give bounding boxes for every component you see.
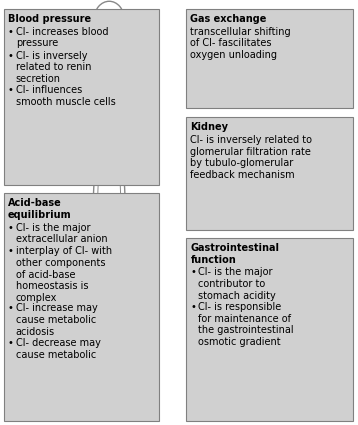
FancyBboxPatch shape	[4, 8, 159, 185]
Text: •: •	[8, 27, 14, 37]
Text: transcellular shifting
of Cl- fascilitates
oxygen unloading: transcellular shifting of Cl- fascilitat…	[190, 27, 291, 60]
Text: Blood pressure: Blood pressure	[8, 14, 91, 24]
Text: Acid-base
equilibrium: Acid-base equilibrium	[8, 198, 72, 220]
Text: Cl- is responsible
for maintenance of
the gastrointestinal
osmotic gradient: Cl- is responsible for maintenance of th…	[198, 302, 294, 347]
Text: •: •	[8, 303, 14, 314]
Text: •: •	[8, 51, 14, 61]
Text: Cl- increase may
cause metabolic
acidosis: Cl- increase may cause metabolic acidosi…	[16, 303, 97, 337]
Text: Cl- is inversely related to
glomerular filtration rate
by tubulo-glomerular
feed: Cl- is inversely related to glomerular f…	[190, 135, 313, 180]
Text: Cl- is the major
extracellular anion: Cl- is the major extracellular anion	[16, 223, 107, 244]
Text: interplay of Cl- with
other components
of acid-base
homeostasis is
complex: interplay of Cl- with other components o…	[16, 246, 112, 303]
Text: Gastrointestinal
function: Gastrointestinal function	[190, 243, 280, 265]
FancyBboxPatch shape	[4, 193, 159, 421]
Text: Cl- is the major
contributor to
stomach acidity: Cl- is the major contributor to stomach …	[198, 267, 276, 300]
Text: Cl- decrease may
cause metabolic: Cl- decrease may cause metabolic	[16, 338, 101, 360]
FancyBboxPatch shape	[186, 117, 353, 230]
Text: •: •	[8, 338, 14, 348]
Text: •: •	[190, 267, 196, 278]
Text: Cl- is inversely
related to renin
secretion: Cl- is inversely related to renin secret…	[16, 51, 91, 84]
Text: •: •	[190, 302, 196, 312]
Text: •: •	[8, 85, 14, 96]
Text: Cl- increases blood
pressure: Cl- increases blood pressure	[16, 27, 108, 48]
Text: Kidney: Kidney	[190, 122, 228, 132]
FancyBboxPatch shape	[186, 8, 353, 108]
Text: •: •	[8, 223, 14, 233]
FancyBboxPatch shape	[186, 238, 353, 421]
Text: Cl- influences
smooth muscle cells: Cl- influences smooth muscle cells	[16, 85, 116, 107]
Text: •: •	[8, 246, 14, 257]
Text: Gas exchange: Gas exchange	[190, 14, 267, 24]
